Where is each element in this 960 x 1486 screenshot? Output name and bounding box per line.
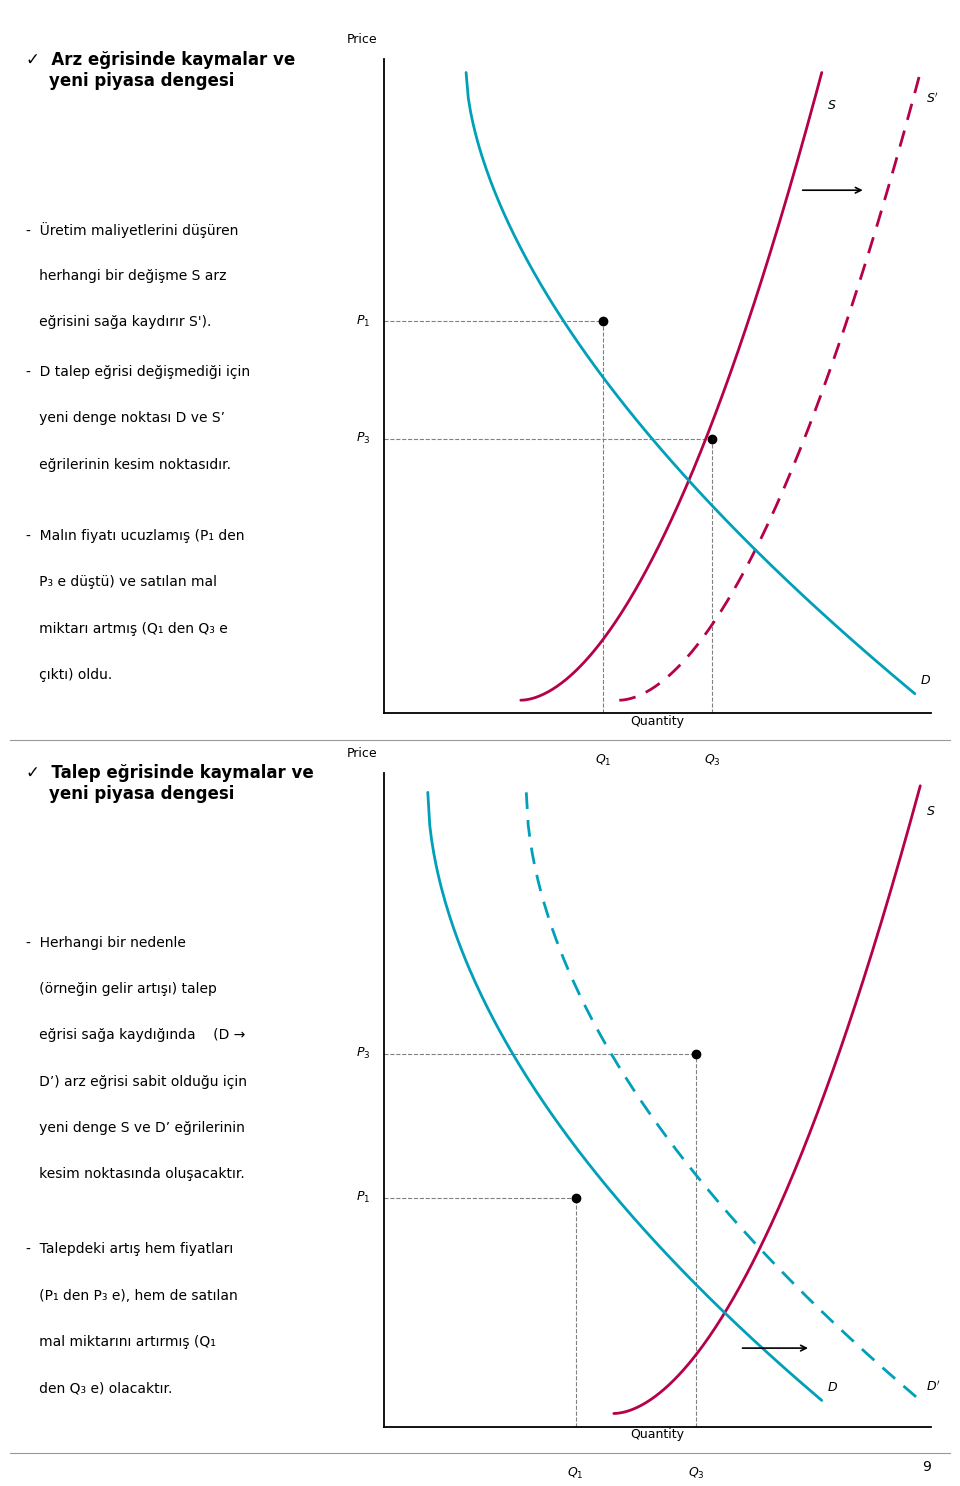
- Text: $P_1$: $P_1$: [356, 1190, 371, 1205]
- Text: mal miktarını artırmış (Q₁: mal miktarını artırmış (Q₁: [26, 1334, 216, 1349]
- Text: -  Üretim maliyetlerini düşüren: - Üretim maliyetlerini düşüren: [26, 223, 238, 238]
- Text: kesim noktasında oluşacaktır.: kesim noktasında oluşacaktır.: [26, 1168, 245, 1181]
- Text: (örneğin gelir artışı) talep: (örneğin gelir artışı) talep: [26, 982, 217, 996]
- Text: $Q_3$: $Q_3$: [687, 1465, 705, 1482]
- Text: ✓  Talep eğrisinde kaymalar ve
    yeni piyasa dengesi: ✓ Talep eğrisinde kaymalar ve yeni piyas…: [26, 764, 314, 804]
- Y-axis label: Price: Price: [347, 746, 377, 759]
- Text: -  D talep eğrisi değişmediği için: - D talep eğrisi değişmediği için: [26, 366, 251, 379]
- Text: yeni denge noktası D ve S’: yeni denge noktası D ve S’: [26, 412, 225, 425]
- Text: miktarı artmış (Q₁ den Q₃ e: miktarı artmış (Q₁ den Q₃ e: [26, 621, 228, 636]
- Text: -  Herhangi bir nedenle: - Herhangi bir nedenle: [26, 936, 186, 950]
- X-axis label: Quantity: Quantity: [631, 1428, 684, 1441]
- Text: herhangi bir değişme S arz: herhangi bir değişme S arz: [26, 269, 227, 282]
- Text: -  Malın fiyatı ucuzlamış (P₁ den: - Malın fiyatı ucuzlamış (P₁ den: [26, 529, 245, 542]
- Y-axis label: Price: Price: [347, 33, 377, 46]
- Text: yeni denge S ve D’ eğrilerinin: yeni denge S ve D’ eğrilerinin: [26, 1120, 245, 1135]
- Text: ✓  Arz eğrisinde kaymalar ve
    yeni piyasa dengesi: ✓ Arz eğrisinde kaymalar ve yeni piyasa …: [26, 51, 296, 91]
- Text: -  Talepdeki artış hem fiyatları: - Talepdeki artış hem fiyatları: [26, 1242, 233, 1256]
- Text: $Q_3$: $Q_3$: [704, 752, 721, 768]
- Text: $Q_1$: $Q_1$: [594, 752, 612, 768]
- Text: $Q_1$: $Q_1$: [567, 1465, 584, 1482]
- Text: $P_1$: $P_1$: [356, 314, 371, 328]
- Text: eğrisi sağa kaydığında    (D →: eğrisi sağa kaydığında (D →: [26, 1028, 246, 1042]
- Text: $D$: $D$: [828, 1380, 838, 1394]
- Text: (P₁ den P₃ e), hem de satılan: (P₁ den P₃ e), hem de satılan: [26, 1288, 238, 1303]
- Text: $S$: $S$: [925, 805, 935, 819]
- Text: eğrisini sağa kaydırır S').: eğrisini sağa kaydırır S').: [26, 315, 211, 328]
- Text: $S'$: $S'$: [925, 92, 939, 106]
- Text: 9: 9: [923, 1461, 931, 1474]
- Text: D’) arz eğrisi sabit olduğu için: D’) arz eğrisi sabit olduğu için: [26, 1074, 247, 1089]
- Text: $P_3$: $P_3$: [356, 1046, 371, 1061]
- Text: P₃ e düştü) ve satılan mal: P₃ e düştü) ve satılan mal: [26, 575, 217, 590]
- Text: $D$: $D$: [921, 675, 931, 687]
- Text: $S$: $S$: [828, 98, 837, 111]
- Text: $P_3$: $P_3$: [356, 431, 371, 446]
- Text: den Q₃ e) olacaktır.: den Q₃ e) olacaktır.: [26, 1382, 173, 1395]
- Text: eğrilerinin kesim noktasıdır.: eğrilerinin kesim noktasıdır.: [26, 458, 231, 471]
- Text: $D'$: $D'$: [925, 1379, 941, 1394]
- X-axis label: Quantity: Quantity: [631, 715, 684, 728]
- Text: çıktı) oldu.: çıktı) oldu.: [26, 669, 112, 682]
